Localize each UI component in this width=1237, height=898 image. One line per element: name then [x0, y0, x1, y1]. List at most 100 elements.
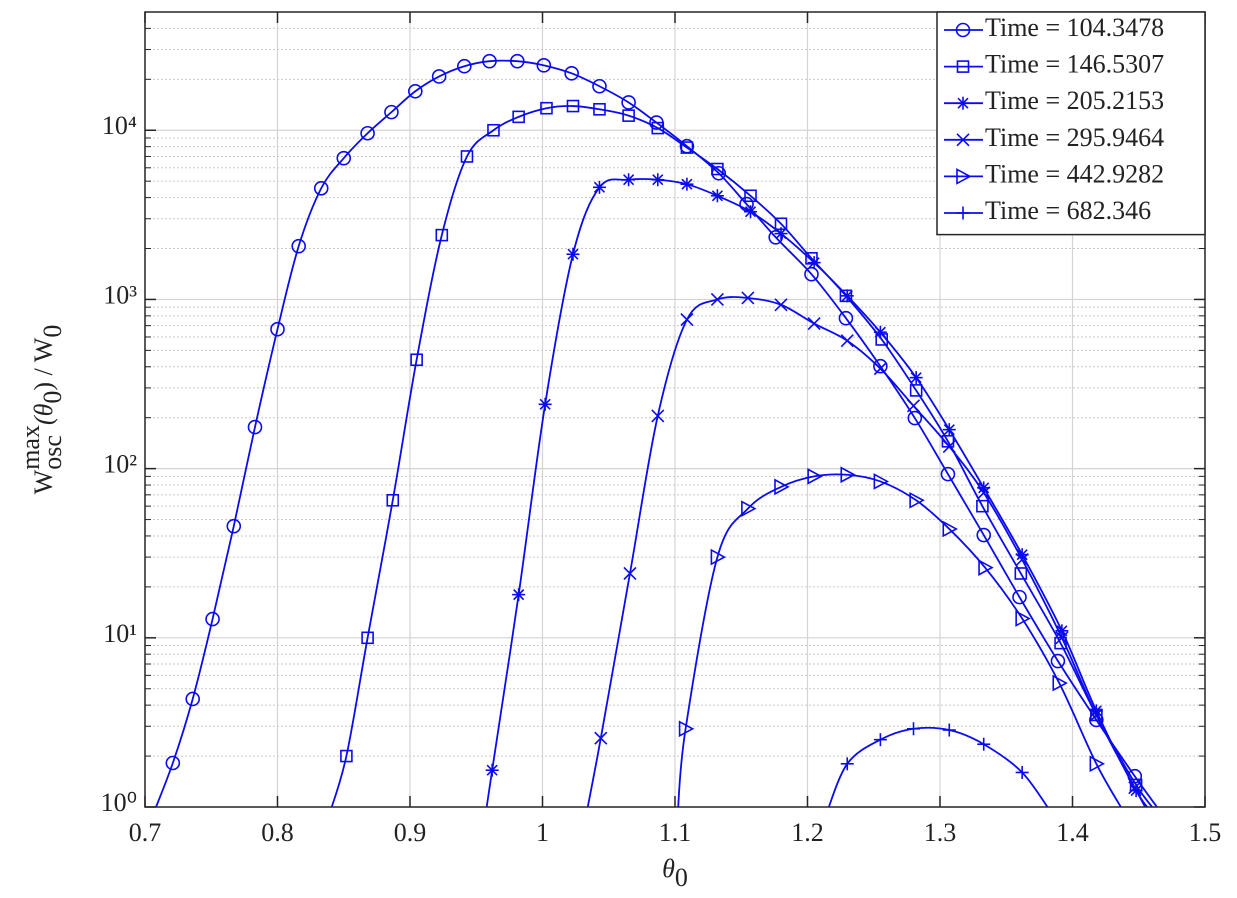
marker-part: [1015, 610, 1031, 627]
marker-part: [594, 731, 608, 745]
marker: [621, 95, 636, 110]
marker: [768, 229, 784, 245]
marker: [942, 723, 956, 737]
legend-label: Time = 104.3478: [985, 13, 1164, 42]
marker: [909, 491, 925, 509]
marker: [774, 478, 790, 496]
marker-part: [652, 174, 664, 186]
marker: [313, 180, 329, 196]
legend-marker: [956, 96, 970, 110]
marker-part: [540, 101, 553, 115]
marker: [407, 83, 423, 99]
marker: [744, 189, 757, 203]
marker-part: [956, 60, 970, 73]
marker-part: [942, 520, 958, 538]
marker: [906, 399, 921, 413]
marker-part: [651, 409, 665, 423]
marker-part: [431, 69, 447, 84]
legend-marker: [956, 133, 970, 147]
marker: [1089, 755, 1106, 773]
marker-part: [185, 691, 200, 707]
marker-part: [1054, 636, 1067, 650]
marker: [651, 121, 665, 135]
marker: [978, 559, 994, 576]
marker: [270, 321, 285, 337]
marker-part: [1015, 553, 1029, 567]
marker-part: [460, 150, 474, 163]
marker-part: [487, 123, 500, 137]
marker-part: [1128, 781, 1142, 795]
legend-marker: [955, 22, 971, 38]
marker: [226, 518, 242, 534]
marker: [977, 737, 991, 751]
marker: [805, 252, 818, 265]
marker-part: [482, 53, 497, 69]
marker: [678, 720, 695, 738]
marker: [384, 104, 399, 120]
marker-part: [873, 362, 887, 376]
marker-part: [739, 196, 754, 212]
marker-part: [841, 290, 853, 302]
marker: [360, 125, 375, 141]
axis-label-part: osc: [38, 435, 67, 470]
marker: [431, 69, 447, 84]
x-tick-label: 0.8: [261, 818, 294, 847]
plot-area: [155, 53, 1159, 807]
marker-part: [1089, 755, 1106, 773]
marker: [651, 409, 665, 423]
marker-part: [807, 317, 821, 331]
marker-part: [957, 97, 969, 109]
marker-part: [512, 110, 525, 124]
marker: [512, 588, 526, 602]
legend-label: Time = 682.346: [985, 196, 1151, 225]
marker: [942, 520, 958, 538]
marker: [804, 266, 819, 282]
legend-box: [936, 11, 1206, 236]
marker-part: [651, 121, 665, 135]
marker: [593, 103, 606, 116]
axis-label-part: (θ: [29, 403, 58, 425]
marker: [739, 196, 754, 212]
marker: [1050, 653, 1066, 669]
axis-label-part: θ: [662, 854, 675, 883]
marker-part: [360, 125, 375, 141]
marker-part: [874, 326, 886, 338]
marker: [840, 466, 856, 484]
marker: [909, 384, 923, 397]
marker: [1089, 708, 1103, 722]
marker-part: [593, 103, 606, 116]
marker: [976, 527, 992, 543]
marker-part: [1016, 549, 1028, 561]
marker-part: [623, 566, 637, 581]
marker: [807, 256, 821, 270]
marker: [622, 173, 636, 187]
marker: [807, 317, 821, 331]
marker: [680, 141, 694, 154]
marker: [680, 177, 694, 191]
marker: [1014, 567, 1028, 580]
marker: [622, 109, 635, 122]
marker-part: [807, 468, 823, 485]
x-tick-label: 1.2: [791, 818, 824, 847]
marker-part: [775, 228, 787, 240]
marker-part: [593, 181, 606, 193]
marker-part: [978, 559, 994, 576]
series-line: [330, 105, 1154, 807]
marker: [165, 755, 181, 771]
marker: [566, 247, 580, 261]
axis-label-part: ) / W: [29, 337, 58, 390]
axis-label-part: 0: [38, 391, 67, 404]
marker-part: [566, 99, 580, 113]
x-tick-label: 1.3: [924, 818, 957, 847]
marker: [485, 763, 499, 777]
marker-part: [710, 548, 727, 566]
marker: [807, 468, 823, 485]
marker-part: [165, 755, 181, 771]
marker: [1128, 781, 1142, 795]
marker: [1012, 589, 1027, 605]
marker: [976, 499, 989, 513]
marker-part: [909, 384, 923, 397]
marker: [744, 205, 758, 219]
